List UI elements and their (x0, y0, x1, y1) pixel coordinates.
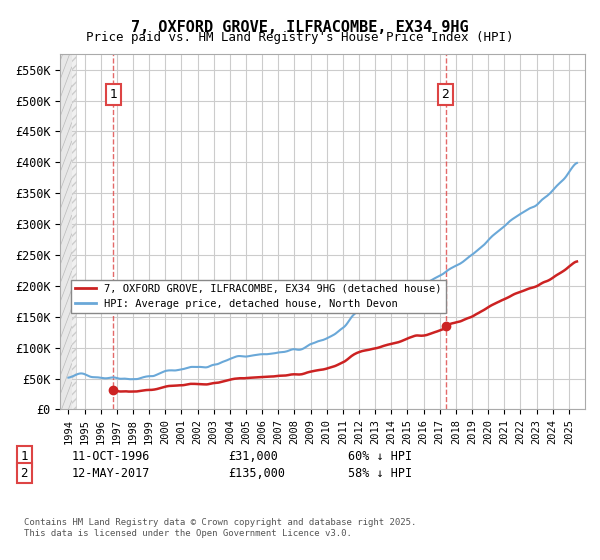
Text: Contains HM Land Registry data © Crown copyright and database right 2025.
This d: Contains HM Land Registry data © Crown c… (24, 518, 416, 538)
Text: Price paid vs. HM Land Registry's House Price Index (HPI): Price paid vs. HM Land Registry's House … (86, 31, 514, 44)
Text: £31,000: £31,000 (228, 450, 278, 463)
Text: 11-OCT-1996: 11-OCT-1996 (72, 450, 151, 463)
Text: 1: 1 (20, 450, 28, 463)
Text: 58% ↓ HPI: 58% ↓ HPI (348, 466, 412, 480)
Text: 60% ↓ HPI: 60% ↓ HPI (348, 450, 412, 463)
Text: 2: 2 (20, 466, 28, 480)
Text: 2: 2 (442, 88, 449, 101)
Text: £135,000: £135,000 (228, 466, 285, 480)
Text: 12-MAY-2017: 12-MAY-2017 (72, 466, 151, 480)
Legend: 7, OXFORD GROVE, ILFRACOMBE, EX34 9HG (detached house), HPI: Average price, deta: 7, OXFORD GROVE, ILFRACOMBE, EX34 9HG (d… (71, 279, 446, 313)
Text: 1: 1 (110, 88, 118, 101)
Text: 7, OXFORD GROVE, ILFRACOMBE, EX34 9HG: 7, OXFORD GROVE, ILFRACOMBE, EX34 9HG (131, 20, 469, 35)
